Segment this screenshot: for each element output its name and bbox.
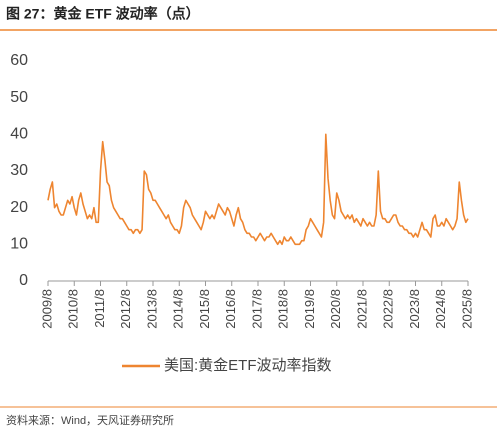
- x-tick-label: 2020/8: [328, 289, 343, 329]
- line: [47, 133, 469, 246]
- x-tick-label: 2017/8: [249, 289, 264, 329]
- x-tick-label: 2023/8: [407, 289, 422, 329]
- chart-title: 图 27：黄金 ETF 波动率（点）: [6, 6, 200, 22]
- x-tick-label: 2012/8: [118, 289, 133, 329]
- x-tick-label: 2016/8: [223, 289, 238, 329]
- x-tick-label: 2013/8: [144, 289, 159, 329]
- x-tick-label: 2015/8: [197, 289, 212, 329]
- x-tick-label: 2024/8: [433, 289, 448, 329]
- y-tick-label: 20: [10, 199, 28, 216]
- x-tick-label: 2011/8: [92, 289, 107, 328]
- source: 资料来源：Wind，天风证券研究所: [6, 413, 174, 427]
- x-tick-label: 2018/8: [276, 289, 291, 329]
- x-tick-label: 2010/8: [66, 289, 81, 329]
- x-tick-label: 2014/8: [171, 289, 186, 329]
- y-tick-label: 10: [10, 236, 28, 253]
- legend-label: 美国:黄金ETF波动率指数: [164, 357, 332, 374]
- y-tick-label: 30: [10, 162, 28, 179]
- y-tick-label: 60: [10, 52, 28, 69]
- x-tick-label: 2025/8: [459, 289, 474, 329]
- x-tick-label: 2009/8: [39, 289, 54, 329]
- x-tick-label: 2022/8: [381, 289, 396, 329]
- x-tick-label: 2019/8: [302, 289, 317, 329]
- y-tick-label: 50: [10, 89, 28, 106]
- y-tick-label: 40: [10, 126, 28, 143]
- x-tick-label: 2021/8: [354, 289, 369, 329]
- y-tick-label: 0: [19, 272, 28, 289]
